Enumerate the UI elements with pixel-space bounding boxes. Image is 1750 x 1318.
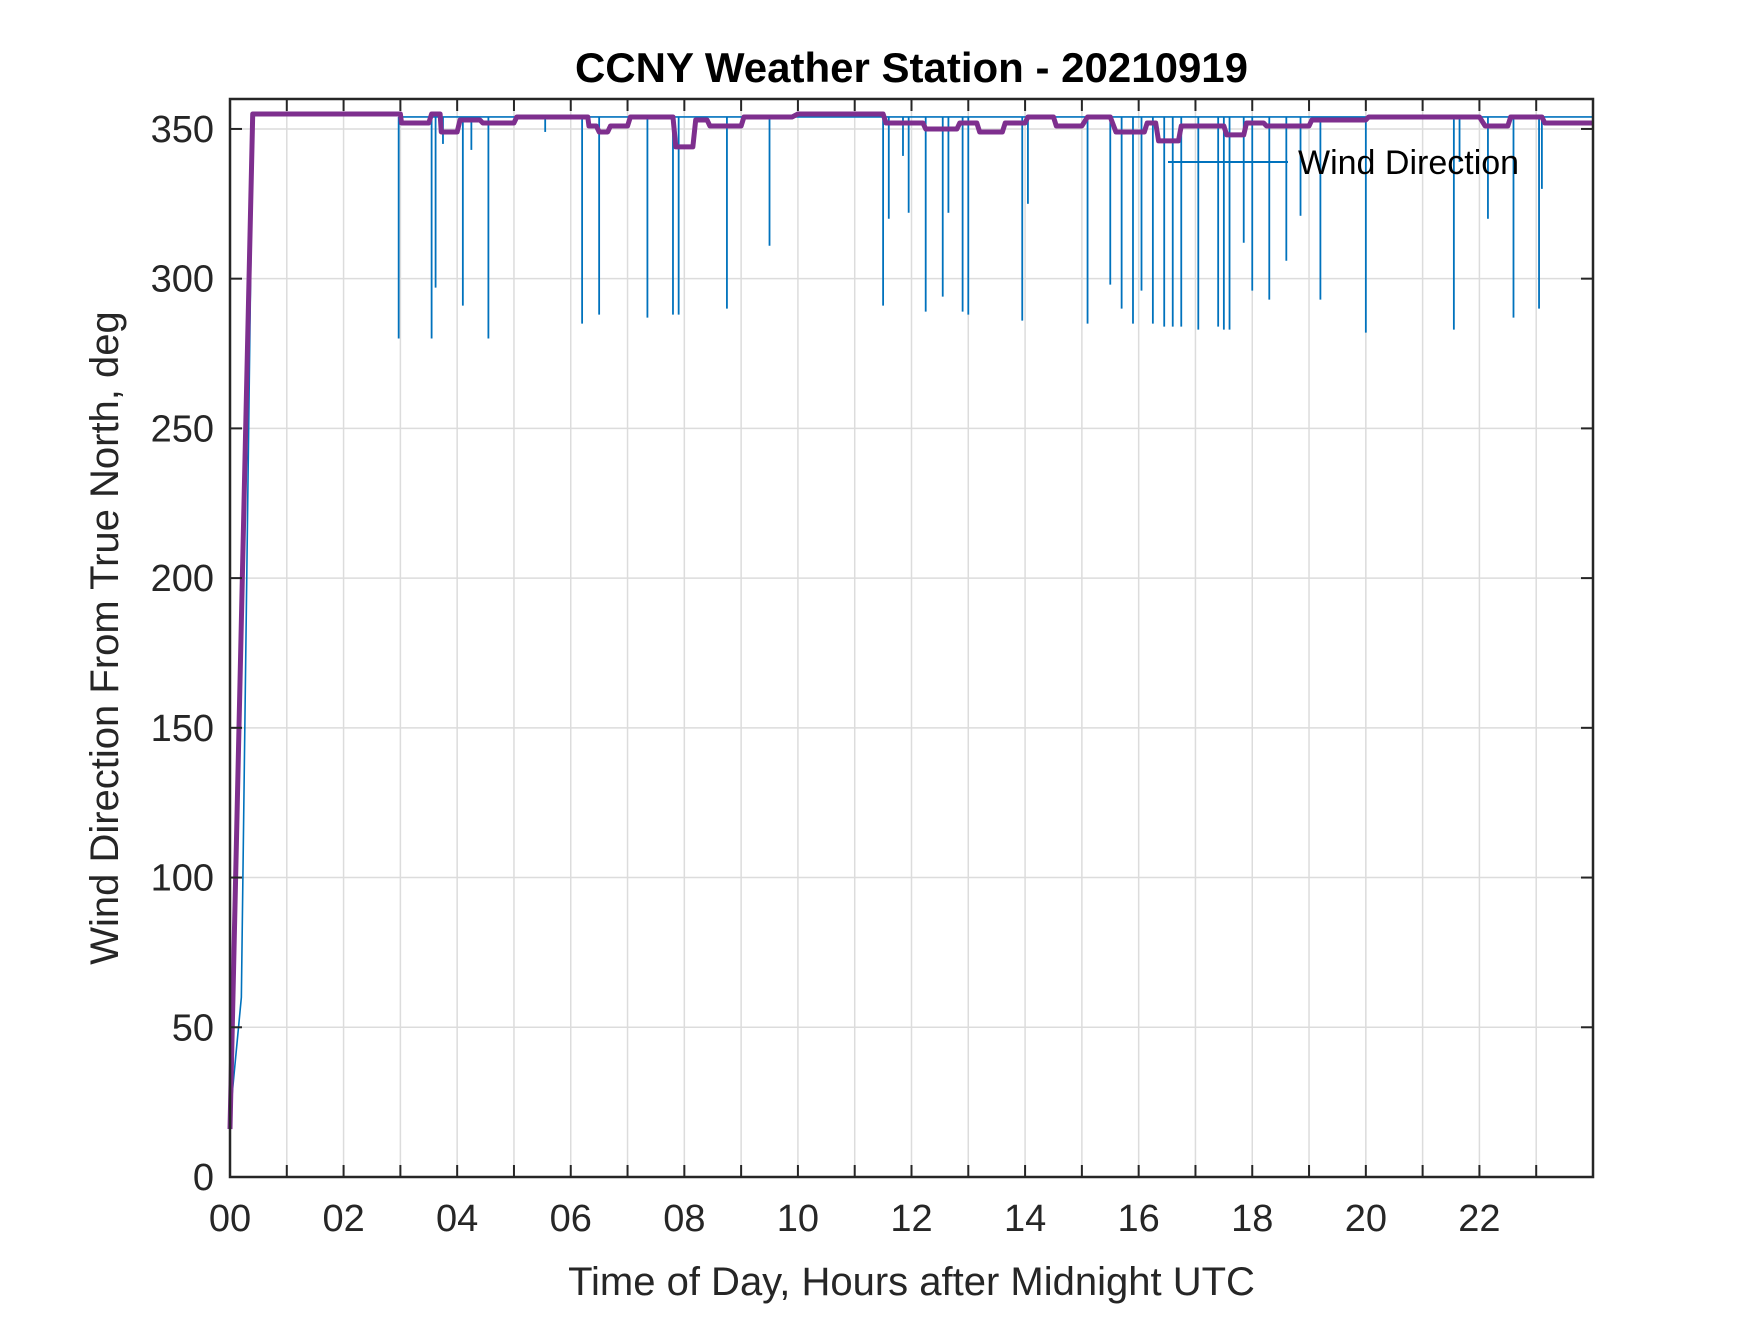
y-tick-label: 350 xyxy=(151,109,214,151)
legend-label-wind-direction: Wind Direction xyxy=(1298,144,1519,182)
y-tick-label: 200 xyxy=(151,558,214,600)
y-tick-label: 50 xyxy=(172,1007,214,1049)
legend: Wind Direction xyxy=(1168,144,1519,182)
x-tick-label: 18 xyxy=(1231,1198,1273,1240)
x-tick-label: 02 xyxy=(322,1198,364,1240)
x-tick-label: 00 xyxy=(209,1198,251,1240)
y-axis-label: Wind Direction From True North, deg xyxy=(83,311,127,965)
x-tick-label: 20 xyxy=(1345,1198,1387,1240)
axis-ticks: 00 02 04 06 08 10 12 14 16 18 20 22 0 50 100 150 200 250 3… xyxy=(151,99,1593,1240)
grid xyxy=(230,99,1593,1177)
x-tick-label: 22 xyxy=(1458,1198,1500,1240)
y-tick-label: 300 xyxy=(151,259,214,301)
x-axis-label: Time of Day, Hours after Midnight UTC xyxy=(568,1260,1255,1304)
x-tick-label: 12 xyxy=(890,1198,932,1240)
y-tick-label: 0 xyxy=(193,1157,214,1199)
x-tick-label: 16 xyxy=(1118,1198,1160,1240)
x-tick-label: 10 xyxy=(777,1198,819,1240)
series-line-smoothed xyxy=(227,111,1593,1130)
y-tick-label: 150 xyxy=(151,708,214,750)
x-tick-label: 08 xyxy=(663,1198,705,1240)
x-tick-label: 04 xyxy=(436,1198,478,1240)
chart-title: CCNY Weather Station - 20210919 xyxy=(575,44,1248,91)
x-tick-label: 06 xyxy=(550,1198,592,1240)
x-tick-label: 14 xyxy=(1004,1198,1046,1240)
y-tick-label: 250 xyxy=(151,408,214,450)
y-tick-label: 100 xyxy=(151,858,214,900)
smoothed-series-group xyxy=(227,111,1593,1130)
